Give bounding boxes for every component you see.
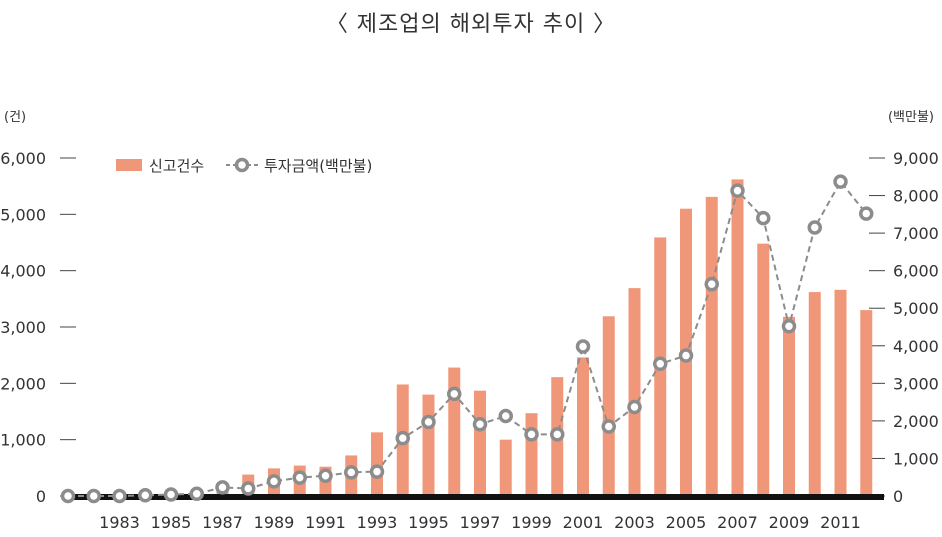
x-tick-label: 1989	[254, 513, 295, 532]
legend-line-marker	[234, 157, 250, 173]
point-1997	[472, 417, 488, 432]
point-2001	[575, 339, 591, 354]
left-tick-label: 0	[36, 487, 46, 506]
bar-2012	[860, 310, 873, 496]
left-tick-label: 3,000	[0, 318, 46, 337]
bar-2011	[834, 289, 847, 496]
x-tick-label: 1995	[408, 513, 449, 532]
right-tick-label: 4,000	[893, 337, 939, 356]
point-2004	[653, 356, 668, 372]
bar-2007	[731, 179, 744, 496]
point-2005	[678, 348, 694, 363]
left-axis: (건) 0 1,000 2,000 3,000 4,000 5,000 6,000	[0, 110, 76, 506]
x-tick-label: 1983	[99, 513, 140, 532]
point-1995	[421, 414, 436, 430]
point-1999	[524, 427, 539, 442]
right-tick-label: 3,000	[893, 374, 939, 393]
left-tick-label: 1,000	[0, 431, 46, 450]
x-tick-labels: 1983 1985 1987 1989 1991 1993 1995 1997 1999 2001…	[99, 513, 861, 532]
right-tick-label: 5,000	[893, 299, 939, 318]
point-1988	[241, 481, 256, 496]
x-tick-label: 1999	[511, 513, 552, 532]
bar-2006	[705, 196, 718, 496]
point-1990	[292, 470, 307, 485]
point-1986	[189, 486, 204, 501]
right-tick-label: 6,000	[893, 262, 939, 281]
x-axis	[62, 494, 884, 500]
point-1989	[266, 474, 282, 489]
line-series	[60, 174, 874, 504]
bar-2003	[628, 288, 641, 496]
right-tick-label: 1,000	[893, 449, 939, 468]
x-tick-label: 1987	[202, 513, 243, 532]
point-2010	[807, 220, 822, 235]
point-1981	[60, 488, 76, 504]
x-tick-label: 2001	[563, 513, 604, 532]
right-tick-label: 2,000	[893, 412, 939, 431]
chart-title: 〈 제조업의 해외투자 추이 〉	[325, 12, 617, 37]
bar-1999	[525, 413, 538, 496]
point-2000	[550, 427, 565, 442]
point-1994	[395, 430, 410, 446]
bar-2009	[783, 316, 795, 496]
bar-2002	[602, 316, 615, 496]
legend-line-label: 투자금액(백만불)	[264, 157, 372, 175]
bar-1993	[371, 432, 383, 496]
point-1998	[498, 408, 513, 424]
point-1992	[344, 465, 359, 480]
right-axis: (백만불) 0 1,000 2,000 3,000 4,000 5,000 6,000 7,00…	[869, 110, 939, 506]
legend-bar-label: 신고건수	[149, 157, 204, 175]
point-1984	[138, 487, 153, 503]
bar-2001	[577, 357, 589, 496]
x-tick-label: 1993	[357, 513, 398, 532]
left-axis-unit: (건)	[4, 110, 26, 125]
point-1983	[112, 488, 127, 504]
bar-2008	[757, 243, 770, 496]
right-tick-label: 9,000	[893, 149, 939, 168]
point-1985	[163, 487, 179, 502]
point-2011	[833, 174, 848, 189]
x-tick-label: 1985	[151, 513, 192, 532]
bar-1998	[499, 439, 512, 496]
left-tick-label: 6,000	[0, 149, 46, 168]
right-axis-unit: (백만불)	[888, 110, 934, 125]
x-tick-label: 2007	[717, 513, 758, 532]
point-2006	[704, 276, 719, 292]
x-tick-label: 2009	[769, 513, 810, 532]
legend: 신고건수 투자금액(백만불)	[116, 157, 372, 175]
point-2003	[627, 399, 642, 415]
left-tick-label: 4,000	[0, 262, 46, 281]
right-tick-label: 0	[893, 487, 903, 506]
x-tick-label: 2005	[666, 513, 707, 532]
x-axis-baseline	[62, 494, 884, 500]
point-1982	[86, 488, 101, 504]
x-tick-label: 1997	[460, 513, 501, 532]
right-tick-label: 7,000	[893, 224, 939, 243]
point-2007	[730, 183, 745, 198]
bar-1995	[422, 394, 435, 496]
right-tick-label: 8,000	[893, 187, 939, 206]
point-1991	[318, 468, 333, 483]
investment-line	[68, 179, 868, 497]
bar-series	[62, 179, 873, 496]
left-tick-label: 5,000	[0, 205, 46, 224]
x-tick-label: 1991	[305, 513, 346, 532]
point-1987	[215, 480, 230, 495]
bar-1997	[474, 390, 486, 496]
point-2002	[601, 419, 616, 434]
point-2009	[781, 318, 797, 334]
point-1996	[447, 386, 462, 402]
point-2008	[756, 210, 771, 226]
point-1993	[369, 464, 385, 479]
legend-bar-swatch	[116, 159, 142, 171]
bar-2010	[808, 292, 821, 496]
x-tick-label: 2003	[614, 513, 655, 532]
point-2012	[859, 206, 874, 221]
left-tick-label: 2,000	[0, 374, 46, 393]
x-tick-label: 2011	[820, 513, 861, 532]
